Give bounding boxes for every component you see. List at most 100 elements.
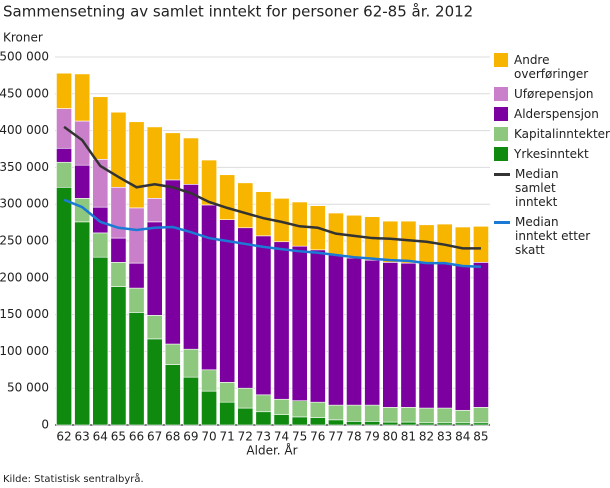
legend-label: Uførepensjon — [514, 87, 594, 101]
line — [63, 125, 481, 250]
bar-segment — [237, 182, 254, 229]
bar-segment — [146, 198, 163, 223]
bar-segment — [400, 262, 417, 408]
bar-segment — [291, 400, 308, 418]
bar-segment — [346, 257, 362, 406]
x-tick-label: 75 — [292, 430, 307, 444]
legend-swatch — [494, 127, 508, 141]
bar-segment — [473, 225, 489, 263]
y-tick-label: 0 — [41, 418, 49, 432]
bar-segment — [400, 220, 417, 264]
bar-segment — [110, 286, 127, 426]
bar-segment — [146, 126, 163, 199]
bar-segment — [346, 404, 362, 422]
x-tick-label: 76 — [310, 430, 325, 444]
bar-segment — [255, 191, 272, 237]
bar-segment — [164, 364, 181, 426]
bar-segment — [237, 387, 254, 409]
legend-label: Yrkesinntekt — [514, 147, 589, 161]
x-axis-label: Alder. År — [246, 443, 297, 458]
bar-segment — [110, 111, 127, 188]
bar-segment — [183, 376, 199, 426]
legend-swatch — [494, 173, 510, 176]
bar-segment — [128, 262, 145, 289]
bar-segment — [400, 421, 417, 426]
bar-segment — [364, 404, 381, 422]
bar-segment — [164, 179, 181, 345]
x-tick-label: 79 — [365, 430, 380, 444]
x-tick-label: 85 — [473, 430, 488, 444]
bar-segment — [454, 422, 471, 426]
bar-segment — [364, 259, 381, 406]
bar-segment — [473, 262, 489, 408]
legend-swatch — [494, 107, 508, 121]
bar-segment — [201, 369, 217, 392]
bar-segment — [183, 137, 199, 185]
x-tick-label: 68 — [165, 430, 180, 444]
bar-segment — [56, 72, 72, 109]
bar-segment — [436, 422, 453, 426]
bar-segment — [201, 159, 217, 206]
bar-segment — [237, 227, 254, 389]
bar-segment — [382, 407, 399, 423]
x-tick-label: 69 — [183, 430, 198, 444]
x-tick-label: 73 — [256, 430, 271, 444]
bar-segment — [128, 312, 145, 426]
bar-segment — [183, 348, 199, 378]
bar-segment — [418, 407, 435, 424]
y-tick-label: 300 000 — [0, 197, 49, 211]
y-tick-label: 200 000 — [0, 270, 49, 284]
y-tick-label: 350 000 — [0, 160, 49, 174]
bar-segment — [110, 237, 127, 263]
bar-segment — [309, 401, 326, 418]
bar-segment — [237, 407, 254, 426]
x-tick-label: 66 — [129, 430, 144, 444]
bar-segment — [291, 245, 308, 402]
bar-segment — [183, 184, 199, 350]
legend-item: Yrkesinntekt — [494, 147, 610, 161]
legend-swatch — [494, 87, 508, 101]
bar-segment — [74, 221, 91, 426]
legend-label: Andre overføringer — [514, 53, 589, 81]
legend-item: Median inntekt etter skatt — [494, 215, 610, 257]
x-tick-label: 74 — [274, 430, 289, 444]
bar-segment — [110, 262, 127, 287]
bar-segment — [219, 401, 236, 426]
bar-segment — [255, 394, 272, 413]
x-tick-label: 65 — [111, 430, 126, 444]
y-axis-label: Kroner — [3, 31, 43, 45]
bar-segment — [418, 262, 435, 409]
bar-segment — [110, 186, 127, 239]
x-tick-label: 77 — [328, 430, 343, 444]
bar-segment — [219, 174, 236, 220]
x-tick-label: 84 — [455, 430, 470, 444]
y-tick-label: 250 000 — [0, 234, 49, 248]
x-tick-label: 62 — [56, 430, 71, 444]
bar-segment — [255, 235, 272, 396]
legend-label: Median samlet inntekt — [515, 167, 559, 209]
bar-segment — [291, 416, 308, 426]
x-tick-label: 72 — [238, 430, 253, 444]
bar-segment — [56, 161, 72, 188]
bar-segment — [436, 262, 453, 409]
x-tick-label: 71 — [220, 430, 235, 444]
bar-segment — [273, 241, 290, 400]
bar-segment — [74, 164, 91, 199]
bar-segment — [92, 206, 109, 234]
bar-segment — [382, 421, 399, 426]
x-tick-label: 64 — [93, 430, 108, 444]
x-tick-label: 83 — [437, 430, 452, 444]
bar-segment — [128, 207, 145, 264]
bar-segment — [219, 382, 236, 403]
bar-segment — [382, 262, 399, 408]
bar-segment — [128, 287, 145, 313]
legend-item: Alderspensjon — [494, 107, 610, 121]
line — [63, 198, 481, 269]
bar-segment — [418, 422, 435, 426]
bar-segment — [309, 417, 326, 426]
bar-segment — [328, 419, 344, 426]
bar-segment — [364, 421, 381, 426]
y-tick-label: 500 000 — [0, 50, 49, 64]
source: Kilde: Statistisk sentralbyrå. — [3, 472, 144, 485]
bar-segment — [400, 407, 417, 423]
